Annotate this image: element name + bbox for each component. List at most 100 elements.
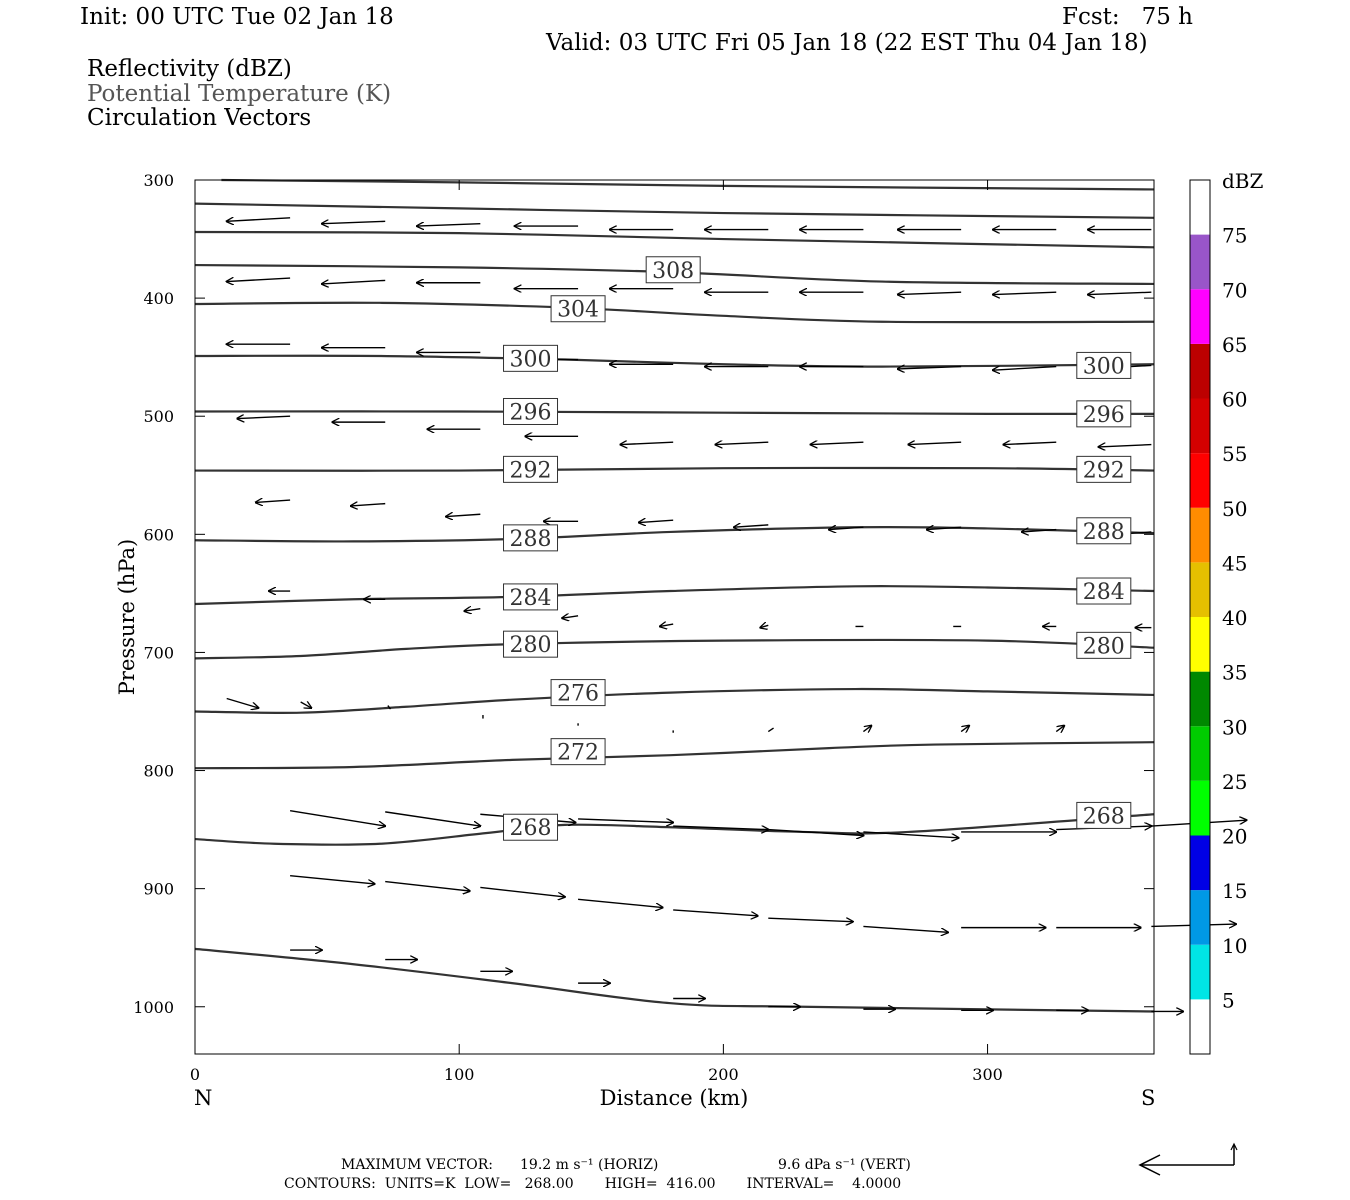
circulation-vector (660, 624, 674, 626)
contour-line-288 (194, 525, 1155, 543)
circulation-vector (673, 826, 768, 830)
circulation-vector (863, 831, 958, 838)
contour-label-box (1076, 801, 1132, 829)
colorbar-swatch (1190, 398, 1210, 454)
contour-label-box (503, 813, 559, 841)
colorbar-label: 65 (1222, 333, 1247, 357)
colorbar-swatch (1190, 671, 1210, 727)
reference-vector-arrow (1138, 1142, 1238, 1176)
contours-info: CONTOURS: UNITS=K LOW= 268.00 HIGH= 416.… (284, 1176, 902, 1192)
circulation-vector (715, 442, 769, 444)
x-tick-label: 300 (972, 1065, 1003, 1084)
contour-label-box (503, 524, 559, 552)
x-axis-label: Distance (km) (600, 1086, 749, 1110)
contour-label: 280 (510, 633, 552, 658)
circulation-vector (993, 292, 1057, 294)
colorbar-label: 25 (1222, 770, 1247, 794)
circulation-vector (290, 874, 374, 884)
contour-label-box (503, 455, 559, 483)
forecast-hour: Fcst: 75 h (1062, 4, 1193, 30)
contour-line (194, 202, 1155, 219)
circulation-vector (480, 886, 564, 896)
x-tick-label: 200 (708, 1065, 739, 1084)
circulation-vector (768, 918, 852, 922)
contour-label-box (503, 583, 559, 611)
circulation-vector (898, 367, 962, 369)
contour-line-280 (194, 638, 1155, 660)
contour-label-box (503, 630, 559, 658)
circulation-vector (1099, 445, 1152, 447)
circulation-vector (960, 726, 969, 732)
contour-label: 296 (510, 400, 552, 425)
circulation-vector (1003, 442, 1057, 444)
init-time: Init: 00 UTC Tue 02 Jan 18 (80, 4, 394, 30)
circulation-vector (226, 697, 259, 707)
field-potential-temperature: Potential Temperature (K) (87, 81, 392, 107)
circulation-vector (829, 527, 864, 529)
contour-line (221, 178, 1155, 191)
colorbar-swatch (1190, 343, 1210, 399)
contour-line-276 (194, 687, 1155, 714)
contour-label-box (503, 344, 559, 372)
contour-label: 300 (1083, 354, 1125, 379)
contour-label: 284 (1083, 580, 1125, 605)
circulation-vector (768, 828, 863, 836)
circulation-vector (1055, 726, 1064, 732)
contour-label: 308 (652, 259, 694, 284)
contour-line-272 (194, 741, 1155, 770)
circulation-vector (464, 609, 481, 611)
field-reflectivity: Reflectivity (dBZ) (87, 56, 292, 82)
circulation-vector (385, 880, 469, 891)
contour-label: 284 (510, 586, 552, 611)
contour-line (194, 230, 1155, 249)
contour-label-box (1076, 351, 1132, 379)
contour-line-284 (194, 585, 1155, 606)
max-vector-label: MAXIMUM VECTOR: (341, 1157, 493, 1173)
y-tick-label: 600 (143, 525, 174, 544)
colorbar-label: 20 (1222, 825, 1247, 849)
contour-line-300 (194, 354, 1155, 368)
circulation-vector (227, 218, 291, 222)
circulation-vectors (227, 218, 1247, 1012)
contour-label-box (1076, 517, 1132, 545)
colorbar-label: 40 (1222, 606, 1247, 630)
colorbar-swatch (1190, 617, 1210, 672)
colorbar: 5 10 15 20 25 30 35 40 45 50 55 60 65 70 75 dBZ (1189, 169, 1264, 1055)
north-label: N (194, 1086, 212, 1110)
colorbar-label: 50 (1222, 497, 1247, 521)
circulation-vector (322, 221, 386, 223)
contour-line (194, 947, 1155, 1013)
circulation-vector (289, 810, 385, 826)
potential-temperature-contours (194, 178, 1155, 1013)
contour-label: 292 (1083, 458, 1125, 483)
circulation-vector (734, 525, 769, 527)
colorbar-label: 60 (1222, 388, 1247, 412)
contour-line-304 (194, 301, 1155, 324)
valid-time: Valid: 03 UTC Fri 05 Jan 18 (22 EST Thu … (546, 30, 1148, 56)
colorbar-swatch (1190, 289, 1210, 344)
contour-label-box (1076, 455, 1132, 483)
circulation-vector (387, 705, 392, 710)
contour-line-296 (194, 410, 1155, 416)
colorbar-label: 5 (1222, 988, 1235, 1012)
max-vector-vert: 9.6 dPa s⁻¹ (VERT) (778, 1157, 911, 1173)
circulation-vector (767, 727, 774, 733)
circulation-vector (300, 702, 312, 708)
colorbar-label: 75 (1222, 224, 1247, 248)
x-tick-label: 0 (190, 1065, 200, 1084)
circulation-vector (322, 280, 386, 284)
colorbar-outline (1189, 179, 1211, 1055)
circulation-vector (1088, 292, 1152, 294)
circulation-vector (862, 726, 871, 732)
contour-label-box (645, 256, 701, 284)
circulation-vector (578, 819, 673, 823)
circulation-vector (811, 442, 864, 444)
contour-label-box (1076, 577, 1132, 605)
y-tick-label: 400 (143, 289, 174, 308)
contour-label-box (550, 295, 606, 323)
contour-label: 276 (557, 682, 599, 707)
circulation-vector (417, 224, 481, 226)
circulation-vector (351, 504, 386, 506)
y-axis-label: Pressure (hPa) (115, 539, 139, 695)
colorbar-label: 55 (1222, 442, 1247, 466)
